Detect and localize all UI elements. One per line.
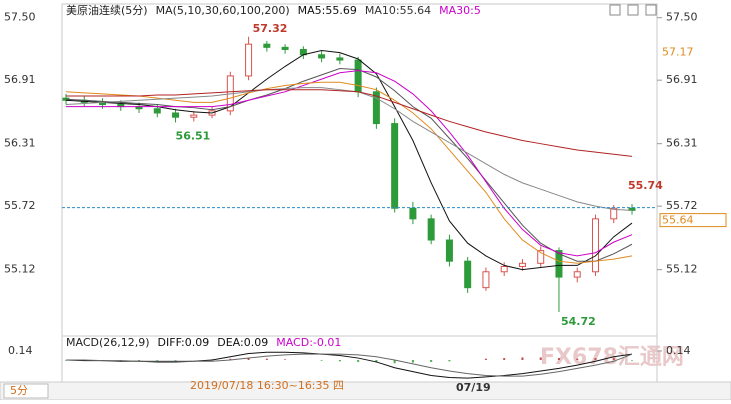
macd-bar bbox=[503, 358, 506, 360]
macd-bar bbox=[338, 360, 341, 362]
y-tick-label: 56.31 bbox=[4, 137, 36, 150]
candle-body bbox=[427, 218, 435, 241]
macd-bar bbox=[557, 358, 560, 360]
candle-body bbox=[518, 262, 526, 267]
y-tick-label: 57.50 bbox=[4, 11, 36, 24]
y-tick-label: 55.72 bbox=[666, 199, 698, 212]
y-tick-label: 56.91 bbox=[666, 73, 698, 86]
header-item: MA(5,10,30,60,100,200) bbox=[156, 4, 290, 17]
candle-body bbox=[537, 250, 545, 264]
ma-line bbox=[65, 68, 633, 262]
annotation: 57.32 bbox=[253, 22, 288, 35]
candle-body bbox=[372, 91, 380, 125]
macd-bar bbox=[448, 360, 451, 362]
annotation: 56.51 bbox=[176, 130, 211, 143]
ma-line bbox=[65, 81, 633, 264]
macd-bar bbox=[430, 360, 433, 362]
header-item: DEA:0.09 bbox=[217, 336, 268, 349]
y-tick-label: 55.72 bbox=[4, 199, 36, 212]
annotation: 55.74 bbox=[628, 179, 663, 192]
header-item: MACD:-0.01 bbox=[276, 336, 341, 349]
macd-bar bbox=[393, 360, 396, 364]
candle-body bbox=[354, 59, 362, 93]
macd-bar bbox=[521, 357, 524, 360]
macd-bar bbox=[375, 360, 378, 363]
macd-bar bbox=[229, 358, 232, 360]
candle-body bbox=[190, 114, 198, 118]
candle-body bbox=[281, 46, 289, 50]
candle-body bbox=[464, 260, 472, 289]
macd-bar bbox=[320, 360, 323, 361]
macd-bar bbox=[576, 358, 579, 360]
macd-bar bbox=[156, 360, 159, 361]
macd-bar bbox=[284, 359, 287, 360]
candle-body bbox=[500, 265, 508, 273]
candle-body bbox=[573, 271, 581, 278]
macd-bar bbox=[539, 357, 542, 360]
ma-line bbox=[65, 351, 633, 379]
candle-body bbox=[318, 54, 326, 59]
icon[interactable] bbox=[627, 4, 639, 16]
macd-bar bbox=[174, 360, 177, 361]
header-item: MA30:5 bbox=[439, 4, 481, 17]
y-tick-label: 55.12 bbox=[666, 263, 698, 276]
header-item: DIFF:0.09 bbox=[158, 336, 210, 349]
y-tick-label: 57.50 bbox=[666, 11, 698, 24]
header-item: MA10:55.64 bbox=[365, 4, 431, 17]
macd-bar bbox=[138, 360, 141, 361]
macd-bar bbox=[247, 358, 250, 360]
candle-body bbox=[153, 108, 161, 114]
macd-bar bbox=[594, 358, 597, 360]
macd-bar bbox=[357, 360, 360, 362]
macd-title: MACD(26,12,9) bbox=[66, 336, 150, 349]
macd-bar bbox=[612, 358, 615, 360]
icon[interactable] bbox=[609, 4, 621, 16]
candle-body bbox=[391, 123, 399, 209]
candle-body bbox=[263, 43, 271, 48]
ma-line bbox=[65, 50, 633, 271]
macd-bar bbox=[265, 358, 268, 360]
ma60-marker: 57.17 bbox=[662, 46, 694, 59]
candle-body bbox=[445, 239, 453, 262]
candle-body bbox=[482, 271, 490, 289]
y-tick-label: 56.91 bbox=[4, 73, 36, 86]
ma-line bbox=[66, 89, 633, 157]
candle-body bbox=[555, 250, 563, 278]
macd-bar bbox=[484, 358, 487, 360]
date-label: 07/19 bbox=[456, 381, 491, 394]
footer-bar bbox=[0, 381, 731, 401]
icon[interactable] bbox=[645, 4, 657, 16]
period[interactable]: 5分 bbox=[10, 384, 28, 397]
y-tick-label: 0.14 bbox=[8, 344, 33, 357]
ma-line bbox=[66, 70, 633, 257]
y-tick-label: 55.12 bbox=[4, 263, 36, 276]
candle-body bbox=[245, 43, 253, 77]
ma-line bbox=[65, 87, 633, 211]
header-item: MA5:55.69 bbox=[298, 4, 357, 17]
last-price-label: 55.64 bbox=[662, 214, 694, 227]
macd-bar bbox=[631, 360, 633, 361]
candle-body bbox=[610, 207, 618, 220]
ma-line bbox=[66, 353, 633, 377]
annotation: 54.72 bbox=[561, 315, 596, 328]
macd-bar bbox=[411, 360, 414, 363]
candle-body bbox=[172, 112, 180, 118]
candle-body bbox=[591, 218, 599, 273]
y-tick-label: 0.14 bbox=[666, 344, 691, 357]
y-tick-label: 56.31 bbox=[666, 137, 698, 150]
period-box[interactable] bbox=[3, 383, 49, 399]
chart-title: 美原油连续(5分) bbox=[66, 3, 148, 17]
last-price-box bbox=[659, 213, 727, 228]
time-label: 2019/07/18 16:30~16:35 四 bbox=[190, 379, 344, 392]
candle-body bbox=[409, 207, 417, 220]
candle-body bbox=[336, 57, 344, 61]
